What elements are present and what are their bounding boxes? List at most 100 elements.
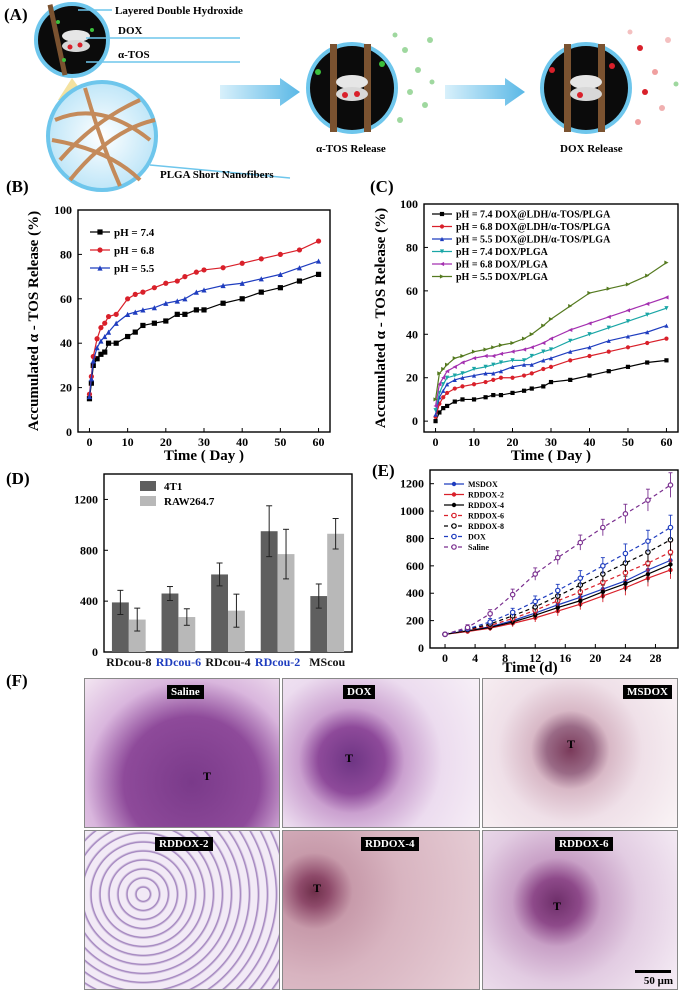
nanofiber-mesh-icon <box>51 87 156 187</box>
y-tick-label: 1000 <box>400 504 424 518</box>
y-tick-label: 0 <box>412 414 418 428</box>
histology-tile-saline: Saline T <box>84 678 280 828</box>
data-point <box>529 332 534 337</box>
data-point <box>452 356 457 361</box>
data-point <box>625 282 631 287</box>
data-point <box>510 390 515 396</box>
tumor-marker: T <box>203 769 212 783</box>
dox-dot-icon <box>77 42 83 48</box>
histology-tag: MSDOX <box>623 685 672 699</box>
data-point <box>460 353 465 359</box>
panel-label-f: (F) <box>6 671 28 690</box>
legend-label: pH = 6.8 <box>114 245 155 257</box>
data-point <box>94 356 100 362</box>
data-point <box>555 605 560 610</box>
category-label: MScou <box>309 655 345 669</box>
data-point <box>125 333 131 340</box>
data-point <box>94 345 100 351</box>
data-point <box>483 364 488 369</box>
data-point <box>645 301 650 306</box>
data-point <box>491 353 496 359</box>
data-point <box>433 403 438 409</box>
data-point <box>606 369 611 374</box>
data-point <box>277 285 283 291</box>
bar <box>277 554 295 652</box>
data-point <box>498 343 504 348</box>
data-point <box>645 538 651 545</box>
data-point <box>529 345 534 350</box>
data-point <box>668 562 673 567</box>
y-tick-label: 80 <box>60 247 72 261</box>
arrow-icon <box>445 78 525 106</box>
data-point <box>102 320 108 326</box>
y-tick-label: 800 <box>80 543 98 557</box>
data-point <box>86 393 93 400</box>
histology-tile-rddox-4: RDDOX-4 T <box>282 830 480 990</box>
data-point <box>587 353 592 359</box>
data-point <box>220 300 226 306</box>
legend-marker <box>451 533 457 540</box>
legend-label: pH = 5.5 DOX/PLGA <box>456 272 549 283</box>
bar <box>161 593 179 652</box>
y-tick-label: 100 <box>54 203 72 217</box>
data-point <box>444 369 450 374</box>
data-point <box>529 353 534 359</box>
chart-e-ticks: 0 4 8 12 16 20 24 28 0 200 400 600 800 1000 1200 <box>400 477 661 665</box>
dox-dot-icon <box>67 44 73 50</box>
data-point <box>498 375 504 380</box>
data-point <box>315 271 322 277</box>
legend-marker <box>97 265 103 271</box>
x-tick-label: 10 <box>122 435 134 449</box>
x-tick-label: 28 <box>649 651 661 665</box>
chart-c-series <box>433 260 669 424</box>
data-point <box>151 305 157 311</box>
x-tick-label: 60 <box>660 435 672 449</box>
y-tick-label: 40 <box>406 327 418 341</box>
data-point <box>554 587 561 594</box>
data-point <box>444 382 450 387</box>
data-point <box>444 375 450 380</box>
data-point <box>521 358 527 363</box>
data-point <box>442 631 448 638</box>
data-point <box>587 321 592 326</box>
data-point <box>529 386 534 391</box>
data-point <box>578 598 583 603</box>
x-tick-label: 12 <box>529 651 541 665</box>
arrow-icon <box>220 78 300 106</box>
histology-tag: RDDOX-2 <box>155 837 213 851</box>
label-dox: DOX <box>118 25 143 37</box>
data-point <box>532 598 539 605</box>
data-point <box>606 349 611 354</box>
chart-e: (E) 0 4 8 12 16 20 24 28 0 200 400 600 800 1000 1200 M… <box>372 461 679 676</box>
panel-label-e: (E) <box>372 461 395 480</box>
data-point <box>174 298 180 304</box>
legend-label: RDDOX-4 <box>468 501 504 510</box>
data-point <box>548 347 554 352</box>
data-point <box>90 358 96 364</box>
data-point <box>113 311 119 317</box>
bar <box>228 610 245 652</box>
data-point <box>113 320 119 326</box>
chart-b-ticks: 0 10 20 30 40 50 60 0 20 40 60 80 100 <box>54 203 325 449</box>
data-point <box>667 524 674 531</box>
data-point <box>541 340 546 346</box>
x-tick-label: 8 <box>502 651 508 665</box>
legend-marker <box>439 211 445 217</box>
data-point <box>521 362 527 367</box>
data-point <box>510 349 515 354</box>
x-tick-label: 50 <box>622 435 634 449</box>
data-point <box>483 371 488 376</box>
data-point <box>182 311 188 317</box>
y-tick-label: 60 <box>60 292 72 306</box>
data-point <box>600 589 606 595</box>
panel-a-schematic: (A) Layered Double Hydroxide DOX α-TOS P… <box>4 2 679 192</box>
data-point <box>437 371 442 376</box>
data-point <box>239 280 245 286</box>
data-point <box>521 373 527 378</box>
legend-marker <box>451 544 457 550</box>
tumor-marker: T <box>313 881 322 895</box>
tos-dot-icon <box>56 20 60 24</box>
histology-tile-rddox-6: RDDOX-6 T 50 μm <box>482 830 678 990</box>
